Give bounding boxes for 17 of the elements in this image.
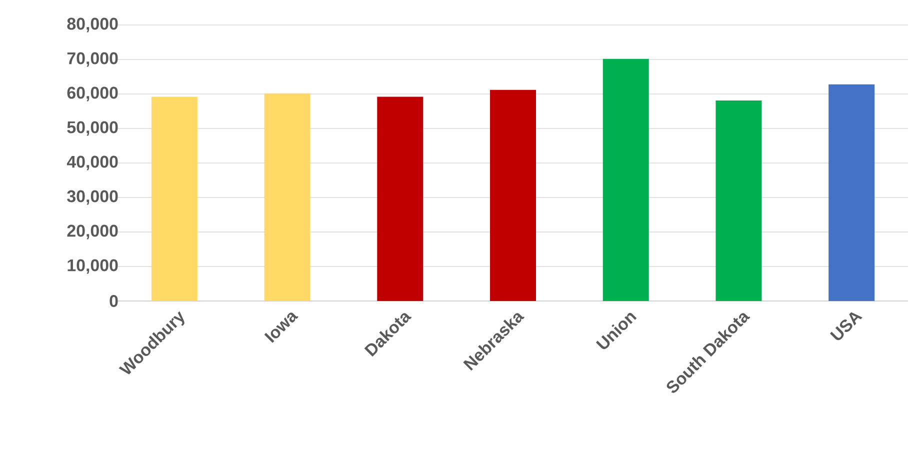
x-tick-label: USA <box>830 312 862 340</box>
y-tick-label: 50,000 <box>67 121 118 136</box>
bar <box>377 96 424 301</box>
y-tick-label: 60,000 <box>67 86 118 102</box>
bar <box>602 58 649 301</box>
bar <box>490 90 536 301</box>
bar <box>151 96 198 301</box>
bar <box>716 100 762 301</box>
y-tick-label: 10,000 <box>68 259 118 274</box>
bar <box>828 84 875 301</box>
y-tick-label: 70,000 <box>67 52 118 67</box>
y-tick-label: 0 <box>110 295 118 307</box>
y-tick-label: 80,000 <box>67 18 118 32</box>
bar <box>264 93 310 301</box>
y-tick-label: 30,000 <box>67 190 118 205</box>
y-tick-label: 40,000 <box>66 156 118 170</box>
y-tick-label: 20,000 <box>67 224 118 240</box>
